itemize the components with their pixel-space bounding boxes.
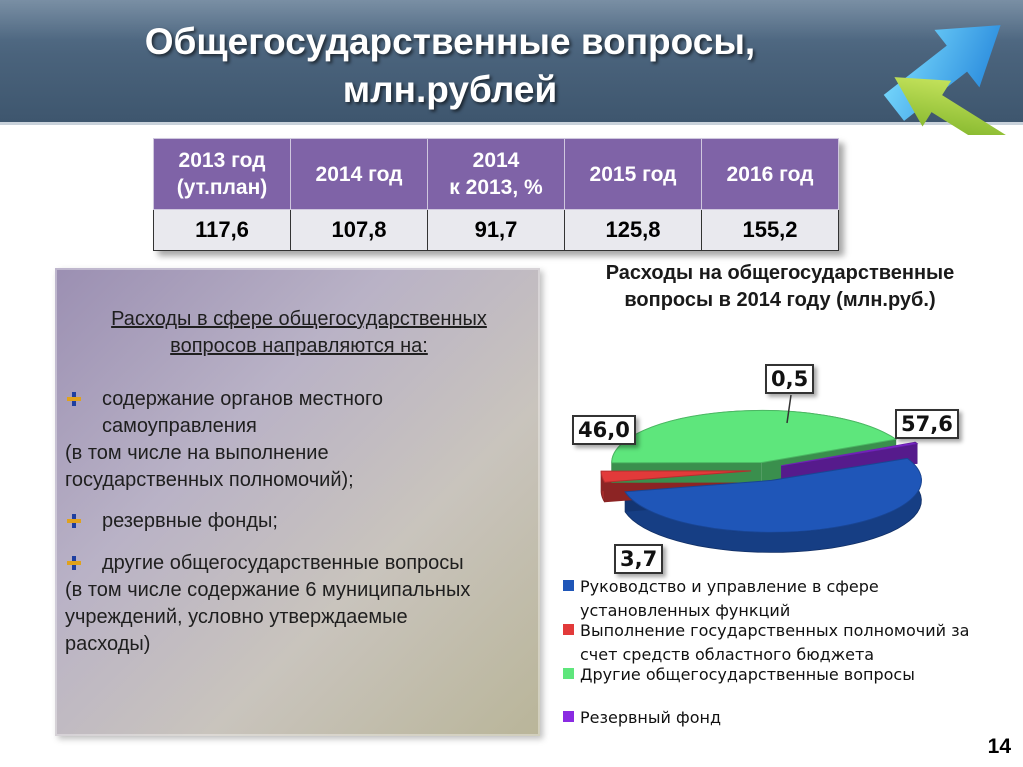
pie-slice-state-powers-rim xyxy=(600,471,606,503)
bullet-1-line-3: (в том числе на выполнение xyxy=(65,442,329,464)
pie-slice-reserve xyxy=(781,441,919,467)
table-header-cell: 2014 год xyxy=(290,138,428,210)
legend-label: установленных функций xyxy=(580,601,791,620)
bullet-2-line-1: резервные фонды; xyxy=(102,510,278,532)
legend-label: счет средств областного бюджета xyxy=(580,645,875,664)
chart-title: Расходы на общегосударственные вопросы в… xyxy=(605,262,955,311)
table-cell: 125,8 xyxy=(564,209,702,251)
pie-slice-reserve-face-0 xyxy=(781,442,916,486)
data-label-reserve: 0,5 xyxy=(765,364,815,394)
directions-heading: Расходы в сфере общегосударственных вопр… xyxy=(111,308,487,357)
table-header-cell: 2013 год (ут.план) xyxy=(153,138,291,210)
bullet-3-line-3: учреждений, условно утверждаемые xyxy=(65,606,408,628)
legend-label: Другие общегосударственные вопросы xyxy=(580,665,915,684)
data-label-other: 46,0 xyxy=(572,415,636,445)
pie-slice-state-powers xyxy=(600,470,752,483)
legend-label: Выполнение государственных полномочий за xyxy=(580,621,970,640)
bullet-1-line-1: содержание органов местного xyxy=(102,388,383,410)
pie-slice-reserve-rim xyxy=(914,441,918,464)
pie-slice-other-face-1 xyxy=(761,439,896,483)
pie-slice-state-powers-side xyxy=(600,470,752,503)
directions-textbox: Расходы в сфере общегосударственных вопр… xyxy=(55,268,540,736)
bullet-icon xyxy=(67,556,81,570)
pie-slice-management-face-0 xyxy=(771,458,908,501)
pie-slice-state-powers-face-1 xyxy=(601,470,752,492)
pie-slice-other-face-0 xyxy=(611,462,762,483)
pie-slice-reserve-side xyxy=(781,441,918,486)
pie-slice-other-side xyxy=(611,410,897,483)
table-cell: 155,2 xyxy=(701,209,839,251)
bullet-3-line-1: другие общегосударственные вопросы xyxy=(102,552,464,574)
slide-header: Общегосударственные вопросы, млн.рублей xyxy=(0,0,1023,135)
table-cell: 91,7 xyxy=(427,209,565,251)
legend-swatch xyxy=(563,624,574,635)
bullet-3-line-2: (в том числе содержание 6 муниципальных xyxy=(65,579,471,601)
slide-title: Общегосударственные вопросы, млн.рублей xyxy=(70,18,830,114)
bullet-icon xyxy=(67,514,81,528)
title-line-2: млн.рублей xyxy=(342,69,558,110)
bullet-1-line-4: государственных полномочий); xyxy=(65,469,354,491)
bullet-3-line-4: расходы) xyxy=(65,633,151,655)
legend-label: Резервный фонд xyxy=(580,708,721,727)
legend-label: Руководство и управление в сфере xyxy=(580,577,879,596)
table-header-cell: 2016 год xyxy=(701,138,839,210)
pie-slice-state-powers-face-0 xyxy=(604,470,752,503)
table-header-cell: 2015 год xyxy=(564,138,702,210)
expenses-table: 2013 год (ут.план) 2014 год 2014 к 2013,… xyxy=(153,138,839,251)
legend-swatch xyxy=(563,711,574,722)
pie-slice-management-face-1 xyxy=(625,480,772,512)
pie-slice-management-rim xyxy=(624,457,922,553)
table-row: 117,6 107,8 91,7 125,8 155,2 xyxy=(153,209,839,251)
pie-slice-management xyxy=(624,457,922,533)
bullet-1-line-2: самоуправления xyxy=(102,415,257,437)
table-header-cell: 2014 к 2013, % xyxy=(427,138,565,210)
data-label-state-powers: 3,7 xyxy=(614,544,664,574)
bullet-icon xyxy=(67,392,81,406)
header-shine xyxy=(0,0,1023,40)
pie-slice-other-rim xyxy=(611,410,897,483)
table-cell: 107,8 xyxy=(290,209,428,251)
page-number: 14 xyxy=(987,735,1011,758)
legend-swatch xyxy=(563,580,574,591)
pie-slice-other xyxy=(611,410,898,464)
table-header-row: 2013 год (ут.план) 2014 год 2014 к 2013,… xyxy=(153,138,839,210)
legend-swatch xyxy=(563,668,574,679)
arrows-logo-icon xyxy=(883,25,1010,135)
data-label-management: 57,6 xyxy=(895,409,959,439)
table-cell: 117,6 xyxy=(153,209,291,251)
pie-slice-reserve-face-1 xyxy=(781,443,918,486)
pie-slice-management-side xyxy=(624,457,922,553)
title-line-1: Общегосударственные вопросы, xyxy=(144,21,756,62)
